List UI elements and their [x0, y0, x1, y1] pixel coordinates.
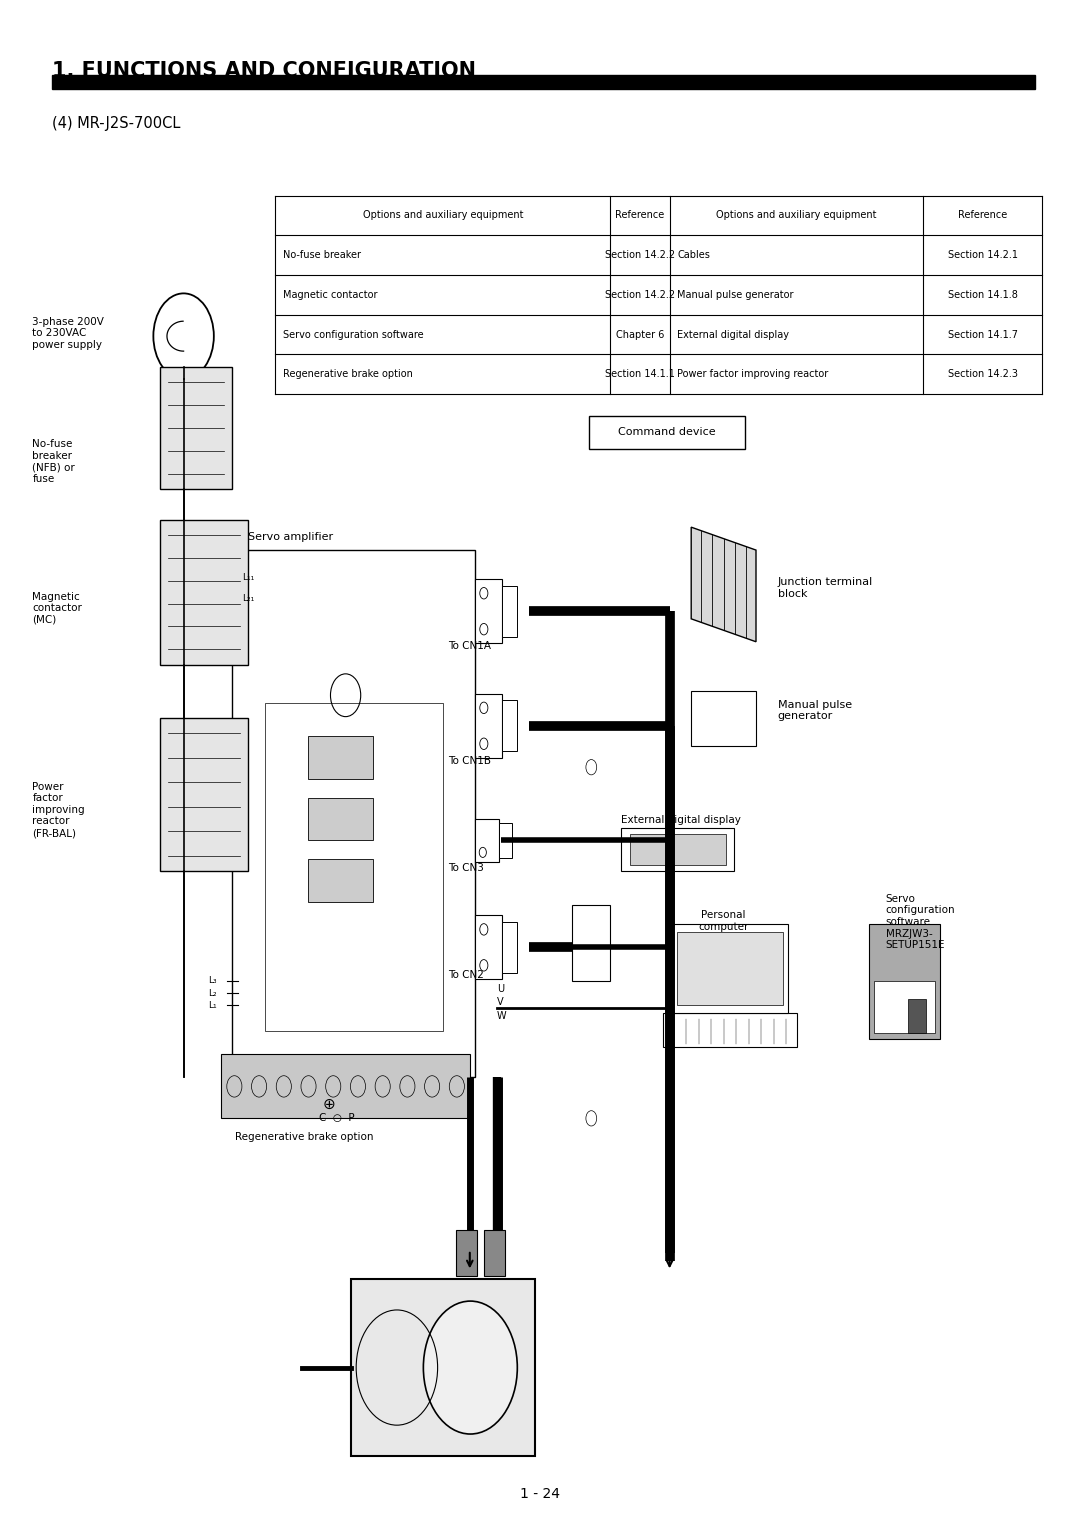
Circle shape	[423, 1300, 517, 1433]
Text: W: W	[497, 1012, 507, 1021]
Text: To CN1A: To CN1A	[448, 642, 491, 651]
Bar	[630, 834, 726, 865]
Text: Manual pulse generator: Manual pulse generator	[677, 290, 794, 299]
Text: Section 14.2.2: Section 14.2.2	[605, 251, 675, 260]
Text: Manual pulse
generator: Manual pulse generator	[778, 700, 852, 721]
Bar	[869, 924, 940, 1039]
Bar	[484, 1230, 505, 1276]
Text: Section 14.1.7: Section 14.1.7	[948, 330, 1017, 339]
Text: Section 14.2.2: Section 14.2.2	[605, 290, 675, 299]
Bar	[691, 691, 756, 746]
Bar	[502, 700, 517, 752]
Text: V: V	[497, 998, 503, 1007]
Text: Regenerative brake option: Regenerative brake option	[283, 370, 413, 379]
Bar	[351, 1279, 535, 1456]
Text: Chapter 6: Chapter 6	[616, 330, 664, 339]
Text: Personal
computer: Personal computer	[699, 911, 748, 932]
Text: L₂₁: L₂₁	[242, 594, 254, 604]
Text: Reference: Reference	[958, 211, 1008, 220]
Text: No-fuse breaker: No-fuse breaker	[283, 251, 361, 260]
Bar	[589, 416, 745, 449]
Text: L₃: L₃	[208, 976, 217, 986]
Text: U: U	[497, 984, 504, 993]
Text: L₁: L₁	[208, 1001, 217, 1010]
Text: C  ○  P: C ○ P	[319, 1114, 354, 1123]
Text: Options and auxiliary equipment: Options and auxiliary equipment	[363, 211, 523, 220]
Text: L₂: L₂	[208, 989, 217, 998]
Text: Command device: Command device	[618, 428, 716, 437]
Bar	[475, 579, 502, 643]
Bar	[475, 819, 499, 862]
Bar	[502, 585, 517, 637]
Text: Regenerative brake option: Regenerative brake option	[235, 1132, 374, 1141]
Bar	[308, 859, 373, 902]
Text: Magnetic
contactor
(MC): Magnetic contactor (MC)	[32, 591, 82, 625]
Text: Junction terminal
block: Junction terminal block	[778, 578, 873, 599]
Bar	[908, 999, 926, 1033]
Text: Options and auxiliary equipment: Options and auxiliary equipment	[716, 211, 877, 220]
Bar	[475, 694, 502, 758]
Text: L₁₁: L₁₁	[242, 573, 254, 582]
Text: Reference: Reference	[616, 211, 664, 220]
Text: Section 14.2.3: Section 14.2.3	[948, 370, 1017, 379]
Text: 1 - 24: 1 - 24	[519, 1487, 561, 1502]
Text: External digital display: External digital display	[621, 814, 741, 825]
Bar	[874, 981, 935, 1033]
Text: (4) MR-J2S-700CL: (4) MR-J2S-700CL	[52, 116, 180, 131]
Bar	[160, 718, 248, 871]
Text: External digital display: External digital display	[677, 330, 789, 339]
Text: To CN3: To CN3	[448, 863, 484, 872]
Bar	[663, 1013, 797, 1047]
Bar	[221, 1054, 470, 1118]
Bar	[475, 915, 502, 979]
Text: To CN1B: To CN1B	[448, 756, 491, 766]
Text: Power factor improving reactor: Power factor improving reactor	[677, 370, 828, 379]
Text: ⊕: ⊕	[323, 1097, 336, 1112]
Text: To CN2: To CN2	[448, 970, 484, 979]
Text: 3-phase 200V
to 230VAC
power supply: 3-phase 200V to 230VAC power supply	[32, 316, 105, 350]
Bar	[232, 550, 475, 1077]
Text: Servo amplifier: Servo amplifier	[248, 532, 334, 542]
Text: Power
factor
improving
reactor
(FR-BAL): Power factor improving reactor (FR-BAL)	[32, 782, 85, 837]
Text: 1. FUNCTIONS AND CONFIGURATION: 1. FUNCTIONS AND CONFIGURATION	[52, 61, 476, 81]
Bar	[677, 932, 783, 1005]
Bar	[52, 75, 1035, 89]
Text: Servo
configuration
software
MRZJW3-
SETUP151E: Servo configuration software MRZJW3- SET…	[886, 894, 955, 950]
Bar	[308, 736, 373, 779]
Text: Section 14.1.1: Section 14.1.1	[605, 370, 675, 379]
Text: Section 14.2.1: Section 14.2.1	[948, 251, 1017, 260]
Bar	[502, 921, 517, 973]
Text: Servo configuration software: Servo configuration software	[283, 330, 423, 339]
Text: Magnetic contactor: Magnetic contactor	[283, 290, 378, 299]
Polygon shape	[691, 527, 756, 642]
Bar	[572, 905, 610, 981]
Bar	[160, 520, 248, 665]
Bar	[621, 828, 734, 871]
Bar	[672, 924, 788, 1013]
Bar	[265, 703, 443, 1031]
Bar	[160, 367, 232, 489]
Bar	[499, 824, 512, 857]
Bar	[456, 1230, 477, 1276]
Bar	[308, 798, 373, 840]
Text: Cables: Cables	[677, 251, 710, 260]
Text: Section 14.1.8: Section 14.1.8	[948, 290, 1017, 299]
Text: No-fuse
breaker
(NFB) or
fuse: No-fuse breaker (NFB) or fuse	[32, 439, 76, 484]
